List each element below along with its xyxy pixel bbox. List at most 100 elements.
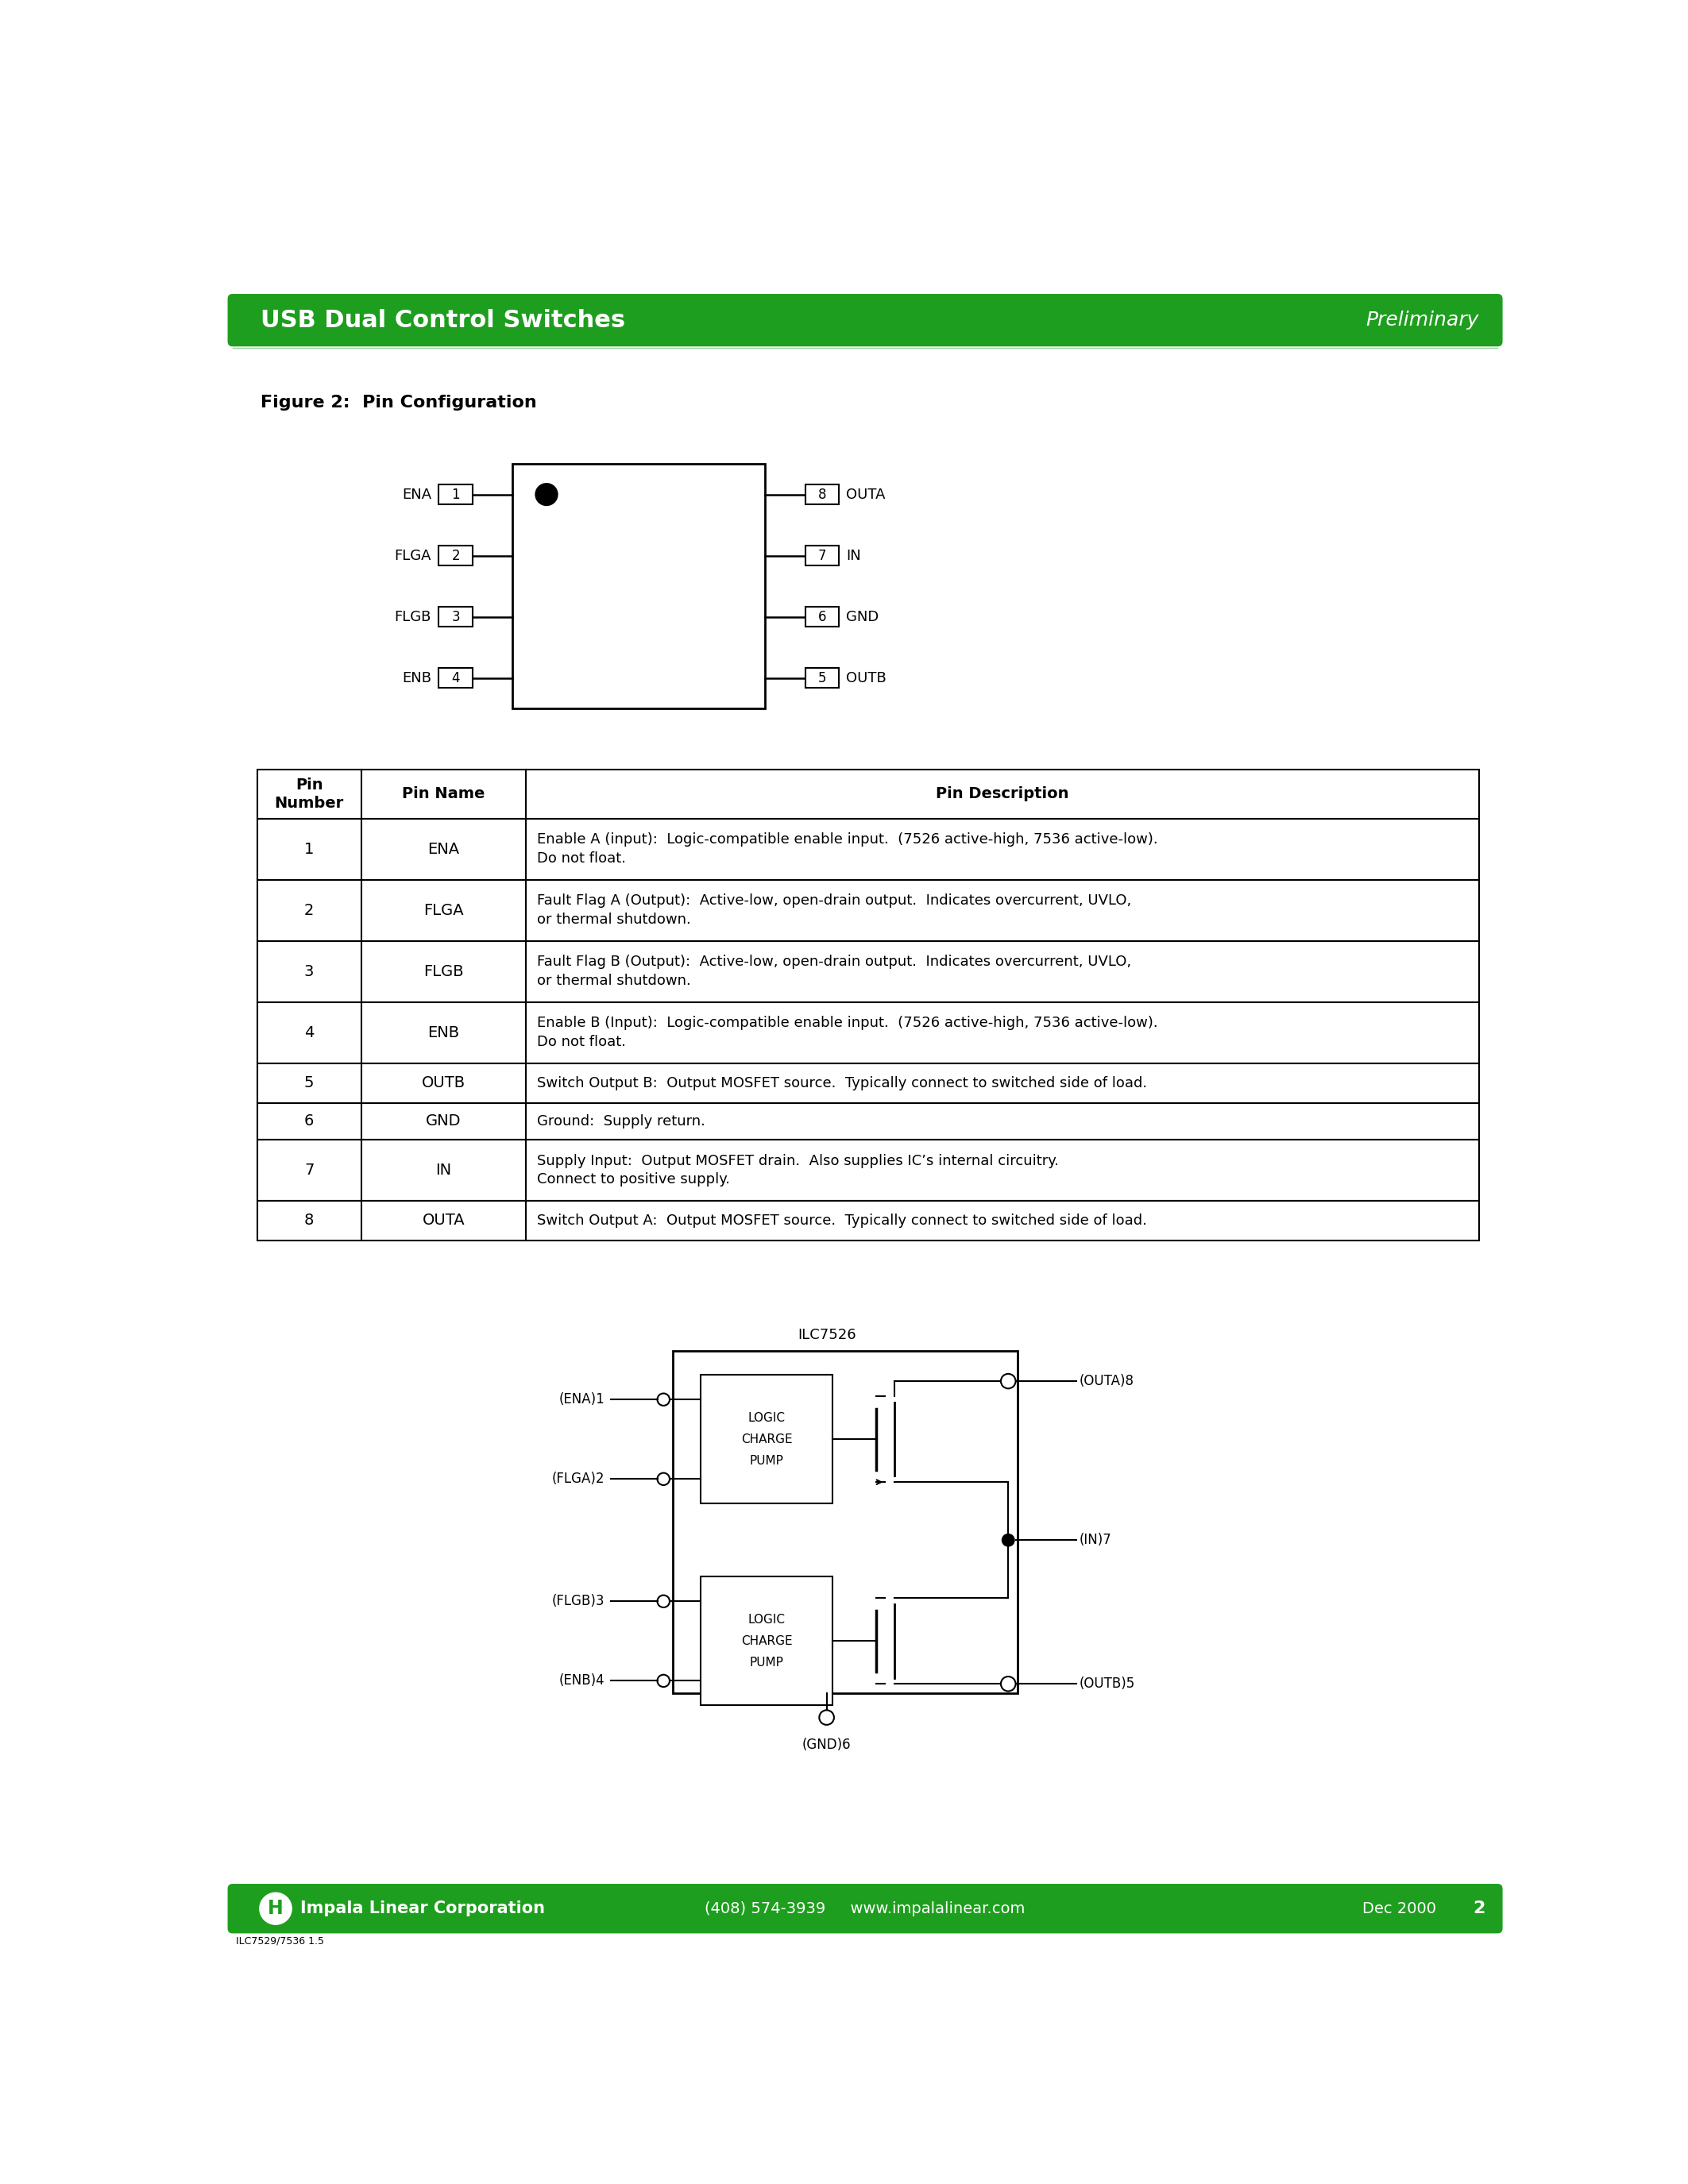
Bar (701, 1376, 832, 1503)
Circle shape (819, 1710, 834, 1725)
Text: ENA: ENA (402, 487, 432, 502)
Text: (ENB)4: (ENB)4 (559, 1673, 604, 1688)
Text: Figure 2:  Pin Configuration: Figure 2: Pin Configuration (260, 395, 537, 411)
Text: 4: 4 (304, 1024, 314, 1040)
Text: 6: 6 (817, 609, 825, 625)
Text: 6: 6 (304, 1114, 314, 1129)
Text: IN: IN (846, 548, 861, 563)
Bar (805, 485, 839, 505)
Bar (805, 607, 839, 627)
Text: FLGA: FLGA (395, 548, 432, 563)
Bar (805, 668, 839, 688)
Text: 7: 7 (817, 548, 825, 563)
Bar (439, 485, 473, 505)
Text: (IN)7: (IN)7 (1079, 1533, 1111, 1546)
Text: USB Dual Control Switches: USB Dual Control Switches (260, 308, 625, 332)
Bar (233, 299, 1497, 341)
Bar (257, 819, 1479, 880)
Text: CHARGE: CHARGE (741, 1636, 792, 1647)
Text: Switch Output A:  Output MOSFET source.  Typically connect to switched side of l: Switch Output A: Output MOSFET source. T… (537, 1214, 1148, 1227)
Text: PUMP: PUMP (749, 1455, 783, 1468)
Text: 8: 8 (304, 1212, 314, 1227)
Text: FLGA: FLGA (424, 902, 464, 917)
Text: LOGIC: LOGIC (748, 1614, 785, 1625)
Text: 3: 3 (304, 963, 314, 978)
Text: Preliminary: Preliminary (1366, 310, 1479, 330)
Bar (257, 1103, 1479, 1140)
Text: 8: 8 (817, 487, 825, 502)
Text: FLGB: FLGB (424, 963, 464, 978)
Text: 7: 7 (304, 1162, 314, 1177)
Text: OUTB: OUTB (422, 1075, 466, 1090)
Text: OUTA: OUTA (846, 487, 886, 502)
FancyBboxPatch shape (228, 1885, 1502, 1933)
Bar (674, 1350, 1018, 1693)
Text: (FLGA)2: (FLGA)2 (552, 1472, 604, 1485)
Text: LOGIC: LOGIC (748, 1411, 785, 1424)
Text: Fault Flag A (Output):  Active-low, open-drain output.  Indicates overcurrent, U: Fault Flag A (Output): Active-low, open-… (537, 893, 1131, 926)
Text: 3: 3 (451, 609, 459, 625)
Circle shape (657, 1594, 670, 1607)
Text: (OUTB)5: (OUTB)5 (1079, 1677, 1134, 1690)
FancyBboxPatch shape (228, 295, 1502, 347)
Circle shape (1003, 1533, 1014, 1546)
Bar (257, 769, 1479, 819)
Bar (805, 546, 839, 566)
Text: Pin Description: Pin Description (937, 786, 1069, 802)
Text: GND: GND (425, 1114, 461, 1129)
Text: ILC7526: ILC7526 (797, 1328, 856, 1343)
Bar (439, 668, 473, 688)
Text: Impala Linear Corporation: Impala Linear Corporation (300, 1900, 545, 1918)
Text: ENA: ENA (427, 841, 459, 856)
Text: ENB: ENB (402, 670, 432, 686)
Bar (439, 546, 473, 566)
Bar (257, 1064, 1479, 1103)
Bar (439, 607, 473, 627)
Circle shape (1001, 1374, 1016, 1389)
Text: (OUTA)8: (OUTA)8 (1079, 1374, 1134, 1389)
Text: OUTA: OUTA (422, 1212, 464, 1227)
Text: 2: 2 (451, 548, 459, 563)
Circle shape (535, 483, 557, 505)
Text: 2: 2 (304, 902, 314, 917)
Text: Enable A (input):  Logic-compatible enable input.  (7526 active-high, 7536 activ: Enable A (input): Logic-compatible enabl… (537, 832, 1158, 865)
Text: Enable B (Input):  Logic-compatible enable input.  (7526 active-high, 7536 activ: Enable B (Input): Logic-compatible enabl… (537, 1016, 1158, 1048)
Text: 5: 5 (817, 670, 825, 686)
Circle shape (657, 1675, 670, 1686)
Text: Supply Input:  Output MOSFET drain.  Also supplies IC’s internal circuitry.
Conn: Supply Input: Output MOSFET drain. Also … (537, 1153, 1058, 1186)
Bar (701, 1577, 832, 1706)
Text: OUTB: OUTB (846, 670, 886, 686)
Text: 2: 2 (1474, 1900, 1485, 1918)
Text: Ground:  Supply return.: Ground: Supply return. (537, 1114, 706, 1129)
Text: 1: 1 (451, 487, 459, 502)
Text: ENB: ENB (427, 1024, 459, 1040)
Text: Dec 2000: Dec 2000 (1362, 1900, 1436, 1915)
Bar (257, 1002, 1479, 1064)
Text: GND: GND (846, 609, 879, 625)
Text: (ENA)1: (ENA)1 (559, 1393, 604, 1406)
Text: CHARGE: CHARGE (741, 1433, 792, 1446)
Text: 5: 5 (304, 1075, 314, 1090)
Text: Fault Flag B (Output):  Active-low, open-drain output.  Indicates overcurrent, U: Fault Flag B (Output): Active-low, open-… (537, 954, 1131, 987)
Text: (408) 574-3939     www.impalalinear.com: (408) 574-3939 www.impalalinear.com (704, 1900, 1025, 1915)
Text: 4: 4 (452, 670, 459, 686)
Text: FLGB: FLGB (395, 609, 432, 625)
Text: ILC7529/7536 1.5: ILC7529/7536 1.5 (236, 1935, 324, 1946)
Bar (513, 463, 765, 708)
Circle shape (260, 1894, 292, 1924)
Text: H: H (268, 1900, 284, 1918)
Circle shape (1001, 1677, 1016, 1690)
Text: Switch Output B:  Output MOSFET source.  Typically connect to switched side of l: Switch Output B: Output MOSFET source. T… (537, 1077, 1148, 1090)
Bar (257, 1140, 1479, 1201)
Text: PUMP: PUMP (749, 1655, 783, 1669)
Text: Pin
Number: Pin Number (275, 778, 344, 810)
Bar (257, 1201, 1479, 1241)
Text: (GND)6: (GND)6 (802, 1738, 851, 1752)
Text: (FLGB)3: (FLGB)3 (552, 1594, 604, 1607)
Circle shape (657, 1472, 670, 1485)
Bar (257, 880, 1479, 941)
Text: Pin Name: Pin Name (402, 786, 484, 802)
Text: IN: IN (436, 1162, 451, 1177)
Circle shape (657, 1393, 670, 1406)
Text: 1: 1 (304, 841, 314, 856)
